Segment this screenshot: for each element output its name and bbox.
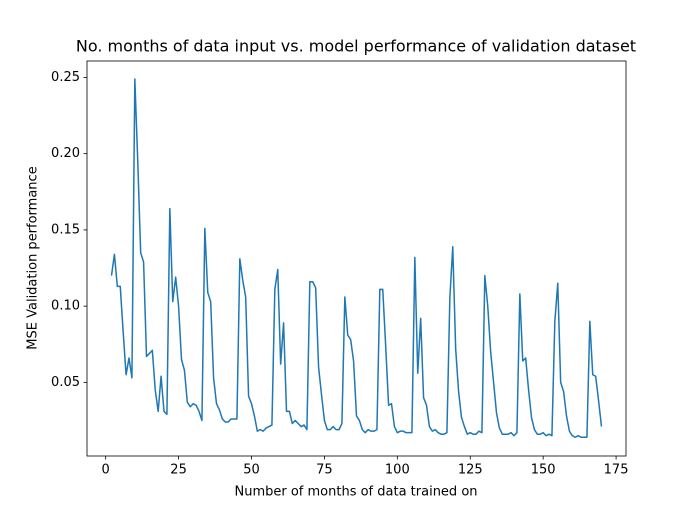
x-tick-label: 150 bbox=[531, 463, 556, 478]
y-axis-label: MSE Validation performance bbox=[26, 166, 41, 349]
x-tick-label: 175 bbox=[604, 463, 629, 478]
y-tick-label: 0.05 bbox=[51, 375, 80, 390]
y-tick-label: 0.10 bbox=[51, 299, 80, 314]
x-tick-label: 75 bbox=[316, 463, 333, 478]
x-tick-label: 125 bbox=[458, 463, 483, 478]
x-tick-label: 100 bbox=[385, 463, 410, 478]
x-axis-label: Number of months of data trained on bbox=[234, 485, 477, 500]
plot-frame bbox=[86, 60, 627, 457]
x-tick-label: 50 bbox=[243, 463, 260, 478]
y-tick-label: 0.15 bbox=[51, 222, 80, 237]
x-tick-label: 25 bbox=[170, 463, 187, 478]
chart-title: No. months of data input vs. model perfo… bbox=[76, 37, 636, 56]
y-tick-label: 0.20 bbox=[51, 146, 80, 161]
y-tick-label: 0.25 bbox=[51, 70, 80, 85]
data-line bbox=[110, 78, 603, 438]
x-tick-label: 0 bbox=[102, 463, 110, 478]
